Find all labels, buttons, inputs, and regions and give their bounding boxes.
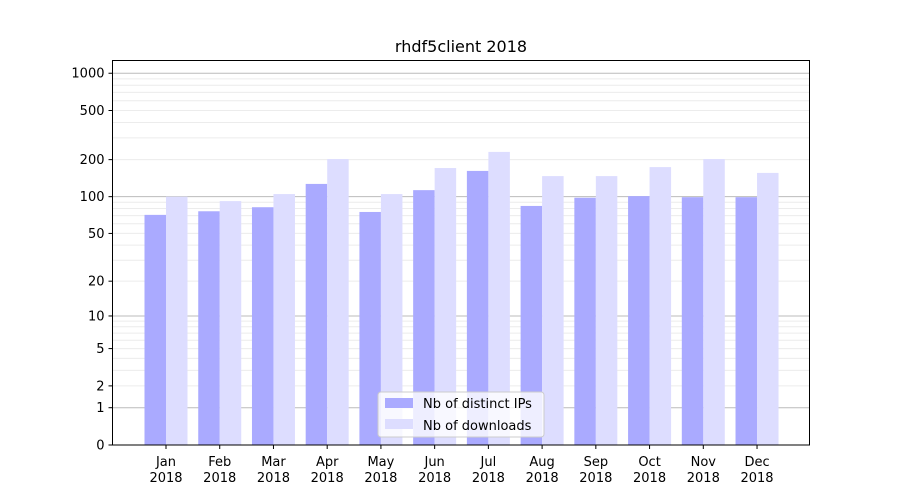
bar-distinct-ips: [574, 197, 596, 445]
x-tick-label: 2018: [633, 471, 666, 486]
bar-distinct-ips: [466, 170, 489, 445]
bar-distinct-ips: [681, 197, 704, 445]
plot-frame: [112, 60, 810, 446]
bar-distinct-ips: [251, 207, 274, 445]
y-tick-label: 100: [80, 190, 105, 205]
bar-downloads: [219, 201, 242, 445]
y-tick-label: 50: [88, 227, 105, 242]
y-tick-label: 1000: [71, 67, 104, 82]
legend-label-downloads: Nb of downloads: [423, 419, 532, 434]
bar-downloads: [273, 194, 295, 445]
bar-downloads: [434, 168, 457, 446]
y-tick-label: 1: [96, 401, 104, 416]
y-tick-label: 0: [96, 439, 104, 454]
bar-distinct-ips: [413, 190, 435, 445]
y-tick-label: 20: [88, 275, 105, 290]
y-tick-label: 5: [96, 342, 104, 357]
bars: [144, 151, 779, 446]
y-axis: 0 1 2 5 10 20 50 100 200 500 1000: [71, 67, 113, 454]
bar-downloads: [380, 194, 403, 445]
bar-distinct-ips: [305, 183, 328, 445]
x-tick-label: 2018: [149, 471, 182, 486]
x-tick-label: Dec: [744, 455, 769, 470]
bar-downloads: [757, 172, 779, 445]
bar-downloads: [488, 151, 510, 445]
x-tick-label: Nov: [691, 455, 717, 470]
bar-distinct-ips: [359, 211, 381, 445]
x-tick-label: 2018: [418, 471, 451, 486]
x-tick-label: 2018: [526, 471, 559, 486]
bar-distinct-ips: [144, 214, 166, 445]
bar-downloads: [166, 196, 188, 445]
legend-label-ips: Nb of distinct IPs: [423, 397, 532, 412]
x-tick-label: Feb: [208, 455, 231, 470]
bar-distinct-ips: [735, 197, 758, 445]
bar-distinct-ips: [198, 211, 220, 445]
legend-swatch-downloads: [385, 419, 413, 429]
x-tick-label: Jan: [155, 455, 176, 470]
x-tick-label: 2018: [579, 471, 612, 486]
legend-swatch-ips: [385, 398, 413, 408]
x-tick-label: Mar: [261, 455, 286, 470]
y-tick-label: 500: [80, 104, 105, 119]
y-tick-label: 10: [88, 309, 105, 324]
bar-downloads: [649, 167, 672, 445]
x-tick-label: 2018: [257, 471, 290, 486]
x-tick-label: 2018: [472, 471, 505, 486]
legend: Nb of distinct IPs Nb of downloads: [377, 391, 545, 438]
bar-downloads: [595, 176, 618, 446]
x-tick-label: May: [367, 455, 394, 470]
y-tick-label: 200: [80, 153, 105, 168]
x-axis: Jan2018Feb2018Mar2018Apr2018May2018Jun20…: [149, 445, 774, 486]
x-tick-label: 2018: [740, 471, 773, 486]
bar-distinct-ips: [520, 205, 543, 445]
x-tick-label: Sep: [584, 455, 609, 470]
bar-downloads: [327, 159, 349, 445]
legend-box: [377, 391, 545, 438]
bar-distinct-ips: [628, 196, 650, 445]
x-tick-label: 2018: [364, 471, 397, 486]
x-tick-label: Jun: [423, 455, 444, 470]
x-tick-label: Jul: [480, 455, 497, 470]
bar-downloads: [542, 176, 564, 446]
x-tick-label: 2018: [311, 471, 344, 486]
bar-downloads: [703, 159, 725, 445]
x-tick-label: Aug: [529, 455, 554, 470]
y-tick-label: 2: [96, 379, 104, 394]
x-tick-label: 2018: [687, 471, 720, 486]
chart-title: rhdf5client 2018: [395, 37, 527, 56]
x-tick-label: Oct: [638, 455, 660, 470]
x-tick-label: 2018: [203, 471, 236, 486]
x-tick-label: Apr: [316, 455, 339, 470]
